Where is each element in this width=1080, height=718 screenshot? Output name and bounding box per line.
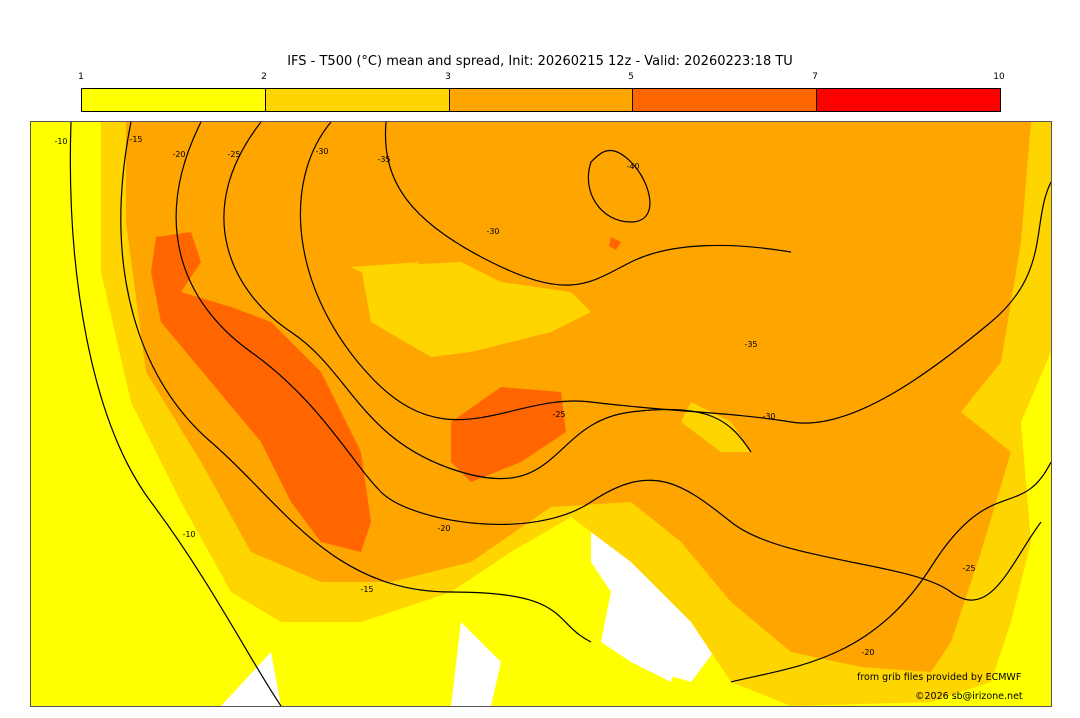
contour-label: -10 (182, 530, 195, 539)
legend-tick: 2 (261, 72, 267, 82)
legend-tick: 3 (445, 72, 451, 82)
contour-label: -30 (315, 147, 328, 156)
contour-label: -15 (129, 135, 142, 144)
contour-label: -25 (227, 150, 240, 159)
spread-band-2-island (351, 262, 751, 452)
contour-label: -35 (377, 155, 390, 164)
legend-swatch (82, 89, 266, 111)
legend-swatch (265, 89, 450, 111)
contour-labels: -10 -15 -20 -25 -30 -35 -40 -30 -25 -20 … (54, 135, 975, 657)
color-legend (81, 88, 1001, 112)
contour-label: -15 (360, 585, 373, 594)
legend-tick: 10 (993, 72, 1005, 82)
contour-label: -20 (172, 150, 185, 159)
legend-tick: 7 (812, 72, 818, 82)
contour-label: -10 (54, 137, 67, 146)
isotherm-lines (69, 122, 1051, 706)
legend-tick: 5 (628, 72, 634, 82)
spread-band-4 (151, 232, 621, 552)
contour-label: -35 (744, 340, 757, 349)
legend-swatch (449, 89, 634, 111)
legend-swatch (817, 89, 1000, 111)
contour-label: -30 (762, 412, 775, 421)
contour-label: -20 (437, 524, 450, 533)
legend-tick: 1 (78, 72, 84, 82)
chart-title: IFS - T500 (°C) mean and spread, Init: 2… (287, 54, 793, 69)
legend-swatch (633, 89, 818, 111)
contour-label: -20 (861, 648, 874, 657)
data-source-credit: from grib files provided by ECMWF (857, 672, 1022, 683)
contour-label: -25 (552, 410, 565, 419)
copyright: ©2026 sb@irizone.net (915, 691, 1023, 702)
contour-label: -40 (626, 162, 639, 171)
weather-map: -10 -15 -20 -25 -30 -35 -40 -30 -25 -20 … (30, 121, 1052, 707)
contour-label: -25 (962, 564, 975, 573)
contour-label: -30 (486, 227, 499, 236)
